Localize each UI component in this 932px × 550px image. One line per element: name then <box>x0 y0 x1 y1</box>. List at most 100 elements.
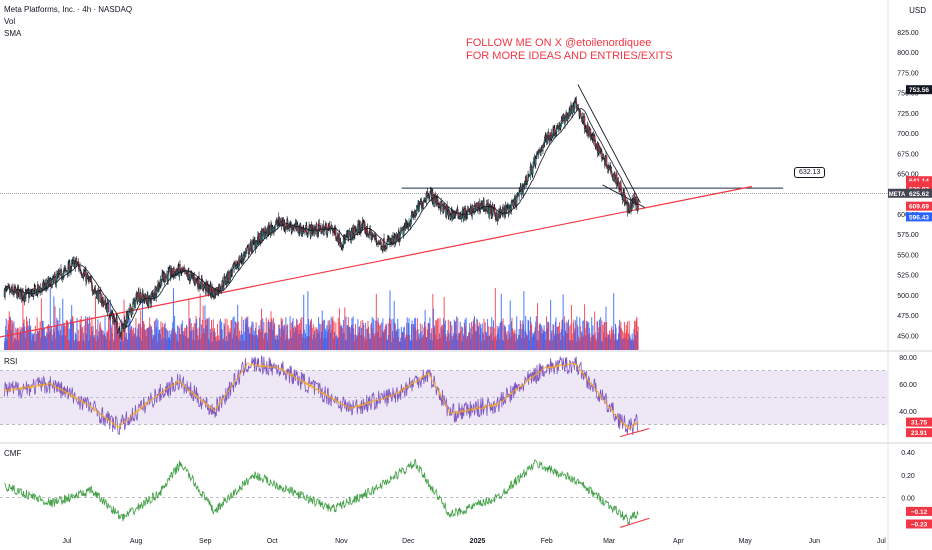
sma-indicator-label[interactable]: SMA <box>4 29 22 38</box>
volume-bar <box>459 321 461 350</box>
promo-text: FOLLOW ME ON X @etoilenordiquee FOR MORE… <box>466 37 673 63</box>
volume-bar <box>286 325 288 350</box>
volume-bar <box>218 335 220 350</box>
time-axis[interactable]: Jul Aug Sep Oct Nov Dec 2025 Feb Mar Apr May Jun Jul <box>62 538 886 545</box>
volume-bar <box>491 326 493 350</box>
volume-bar <box>326 325 328 350</box>
volume-bar <box>234 328 236 350</box>
volume-bar <box>40 337 42 350</box>
volume-bar <box>501 321 503 350</box>
volume-bar <box>103 335 105 350</box>
volume-bar <box>56 317 58 350</box>
volume-bar <box>466 338 468 350</box>
volume-bar <box>258 325 260 350</box>
volume-bar <box>397 318 399 350</box>
volume-bar <box>306 335 308 350</box>
price-tick-label: 700.00 <box>897 131 919 138</box>
volume-bar <box>150 326 152 350</box>
volume-bar <box>411 320 413 350</box>
volume-bar <box>574 328 576 350</box>
volume-bar <box>434 334 436 350</box>
volume-bar <box>377 332 379 350</box>
volume-bar <box>424 309 426 350</box>
volume-bar <box>453 319 455 350</box>
volume-bar <box>521 329 523 350</box>
volume-bar <box>95 341 97 350</box>
volume-bar <box>255 322 257 350</box>
volume-bar <box>353 328 355 350</box>
volume-bar <box>84 341 86 350</box>
volume-bar <box>230 320 232 350</box>
cmf-pane-label[interactable]: CMF <box>4 449 22 458</box>
volume-bar <box>520 338 522 350</box>
candle-body <box>606 164 608 167</box>
volume-bar <box>260 320 262 350</box>
price-tick-label: 800.00 <box>897 50 919 57</box>
volume-bar <box>471 334 473 350</box>
volume-bar <box>390 319 392 350</box>
volume-bar <box>115 322 117 350</box>
volume-bar <box>441 325 443 350</box>
volume-bar <box>348 326 350 350</box>
volume-bar <box>525 332 527 350</box>
currency-label[interactable]: USD <box>909 6 926 15</box>
volume-bar <box>142 321 144 350</box>
volume-bar <box>274 339 276 350</box>
volume-bar <box>566 322 568 350</box>
volume-bar <box>171 327 173 350</box>
volume-bar <box>584 304 586 350</box>
volume-bar <box>206 318 208 350</box>
volume-bar <box>336 339 338 350</box>
volume-bar <box>43 327 45 350</box>
volume-bar <box>581 331 583 350</box>
volume-bar <box>240 334 242 350</box>
volume-bar <box>381 330 383 350</box>
volume-bar <box>499 322 501 350</box>
volume-bar <box>582 320 584 350</box>
volume-bar <box>530 321 532 350</box>
volume-bar <box>556 334 558 350</box>
volume-bar <box>24 326 26 350</box>
volume-bar <box>281 320 283 350</box>
volume-bar <box>170 334 172 350</box>
volume-bar <box>4 337 6 350</box>
volume-bar <box>111 327 113 350</box>
volume-bar <box>54 306 56 350</box>
volume-bar <box>600 317 602 350</box>
volume-bar <box>504 326 506 350</box>
volume-bar <box>155 327 157 350</box>
volume-bar <box>138 323 140 350</box>
rsi-pane-label[interactable]: RSI <box>4 357 18 366</box>
volume-bar <box>194 340 196 350</box>
volume-bar <box>430 333 432 350</box>
symbol-title[interactable]: Meta Platforms, Inc. · 4h · NASDAQ <box>4 5 133 14</box>
volume-bar <box>343 332 345 350</box>
candle-body <box>275 222 277 225</box>
volume-bar <box>121 321 123 350</box>
volume-bar <box>23 319 25 350</box>
volume-bar <box>603 332 605 350</box>
volume-bar <box>421 338 423 350</box>
volume-bar <box>289 316 291 350</box>
volume-bar <box>350 333 352 350</box>
rsi-line <box>4 354 639 436</box>
volume-indicator-label[interactable]: Vol <box>4 17 16 26</box>
time-tick-label: Dec <box>402 538 415 545</box>
volume-bar <box>69 340 71 350</box>
volume-bar <box>133 333 135 350</box>
volume-bar <box>203 333 205 350</box>
candle-body <box>619 189 621 192</box>
volume-bar <box>454 322 456 350</box>
volume-bar <box>50 330 52 350</box>
volume-bar <box>70 319 72 350</box>
volume-bar <box>362 322 364 350</box>
candle-body <box>366 226 369 234</box>
volume-bar <box>604 337 606 350</box>
candle-body <box>116 323 119 332</box>
volume-bar <box>112 320 114 350</box>
volume-bar <box>392 318 394 350</box>
volume-bar <box>469 328 471 350</box>
volume-bar <box>632 341 634 350</box>
volume-bar <box>580 337 582 350</box>
